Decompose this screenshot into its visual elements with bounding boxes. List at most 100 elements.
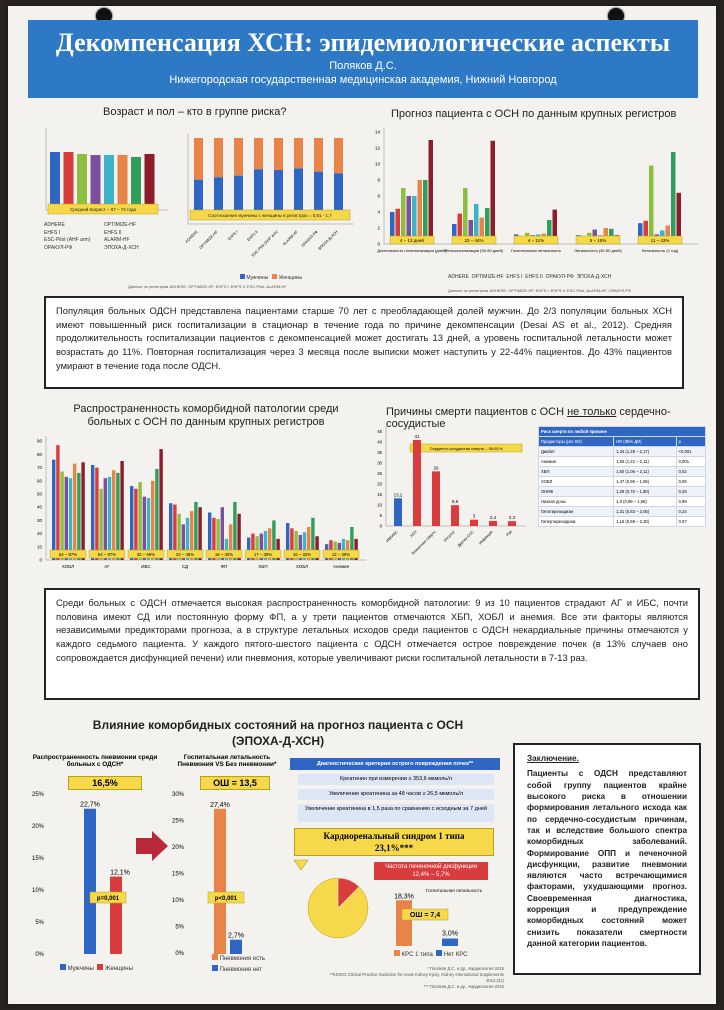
gender-bar-men <box>254 169 263 218</box>
comorbidity-bar <box>286 523 290 560</box>
legend-item: EHFS II <box>525 274 543 280</box>
comorbidity-label: 12 – 30% <box>332 552 350 557</box>
death-tick: 10 <box>377 503 382 508</box>
comorbidity-bar <box>212 517 216 560</box>
criteria-title: Диагностические критерии острого поврежд… <box>290 758 500 770</box>
comorbidity-bar <box>52 459 56 560</box>
comorbidity-bar <box>56 445 60 560</box>
mortality-tick: 30% <box>172 792 185 798</box>
prognosis-bar <box>401 188 406 244</box>
gender-label: Соотношение мужчины с женщины в регистра… <box>208 213 332 218</box>
comorbidity-bar <box>259 533 263 560</box>
comorbidity-bar <box>155 468 159 560</box>
prognosis-bar <box>406 196 411 244</box>
comorbidity-bar <box>142 496 146 560</box>
death-xlabel: Инфекция <box>478 530 494 546</box>
gender-xlabel: ЭПОХА-Д-ХСН <box>317 230 339 252</box>
prognosis-xlabel: Летальность (30-90 дней) <box>574 248 622 253</box>
pneumonia-tick: 5% <box>35 920 44 926</box>
comorbidity-bar <box>159 449 163 560</box>
prognosis-bar <box>638 223 643 244</box>
gender-xlabel: OPTIMIZE-HF <box>199 229 219 249</box>
age-bar <box>90 155 101 210</box>
comorbidity-label-box <box>244 549 282 559</box>
death-tick: 40 <box>377 440 382 445</box>
death-tick: 30 <box>377 461 382 466</box>
comorbidity-bar <box>216 519 220 560</box>
age-bar <box>104 155 114 210</box>
comorbidity-label: 23 – 45% <box>176 552 194 557</box>
death-xlabel: ИМ/ИБС <box>385 530 399 544</box>
pneumonia-tick: 15% <box>32 856 45 862</box>
prognosis-label-box <box>637 235 683 245</box>
pneumonia-legend: Мужчины Женщины <box>60 964 133 972</box>
comorbidity-label-box <box>49 549 87 559</box>
mortality-tick: 20% <box>172 845 185 851</box>
prognosis-title: Прогноз пациента с ОСН по данным крупных… <box>391 108 677 120</box>
age-bar <box>131 157 141 210</box>
gender-legend: Мужчины Женщины <box>240 274 302 281</box>
comorbidity-bar <box>169 503 173 560</box>
gender-bar-women <box>234 138 243 176</box>
pneumonia-bar-men <box>84 808 96 954</box>
age-bar <box>117 155 128 210</box>
comorbidity-chart: 0 10 20 30 40 50 60 70 80 90 64 – 87% 64 – 87% 32 –… <box>37 436 366 569</box>
pie-liver-slice <box>337 877 360 909</box>
risk-table: Риск смерти по любой причине Предикторы … <box>537 426 707 527</box>
gender-xlabel: ОРАКУЛ-РФ <box>301 230 319 248</box>
prognosis-label: 22 – 44% <box>464 238 483 243</box>
comorbidity-tick: 70 <box>37 465 43 470</box>
age-legend-item: EHFS I <box>44 229 61 236</box>
prog-tick: 2 <box>377 226 380 231</box>
gender-bar-men <box>334 173 343 218</box>
mortality-bar-yes <box>214 808 226 954</box>
mortality-tick: 15% <box>172 872 185 878</box>
risk-table-title: Риск смерти по любой причине <box>538 426 706 437</box>
age-legend-2: OPTIMIZE-HF EHFS II ALARM-HF ЭПОХА-Д-ХСН <box>104 222 139 252</box>
prognosis-xlabel: Госпитальная летальность <box>511 248 561 253</box>
comorbidity-bar <box>208 512 212 560</box>
comorbidity-bar <box>268 528 272 560</box>
comorbidity-bar <box>99 488 103 560</box>
criteria-item: Креатинин при измерении ≥ 353,6 мкмоль/л <box>298 774 494 785</box>
legend-swatch <box>272 274 278 279</box>
risk-table-row: Анемия 1,60 (1,22 – 2,11) 0,001 <box>537 456 707 467</box>
comorbidity-bar <box>60 471 64 560</box>
legend-item: Женщины <box>104 966 133 972</box>
comorbidity-bar <box>190 511 194 560</box>
gender-bar-women <box>294 138 303 169</box>
gender-bar-women <box>254 138 263 170</box>
or2-label: ОШ = 7,4 <box>410 912 440 919</box>
cardiorenal-pie <box>293 859 369 939</box>
death-tick: 5 <box>380 513 383 518</box>
risk-table-row: Диабет 1,34 (1,28 – 2,17) <0,001 <box>537 446 707 457</box>
death-bar <box>470 519 478 526</box>
death-bar <box>394 498 402 526</box>
comorbidity-bar <box>81 462 85 560</box>
poster-title: Декомпенсация ХСН: эпидемиологические ас… <box>55 28 671 57</box>
gender-bar-men <box>234 175 243 218</box>
criteria-item: Увеличение креатинина в 1,5 раза по срав… <box>298 804 494 822</box>
legend-item: ЭПОХА-Д-ХСН <box>576 274 612 280</box>
legend-item: Пневмония нет <box>219 966 262 973</box>
comorbidity-tick: 40 <box>37 505 43 510</box>
criteria-item: Увеличение креатинина за 48 часов ≥ 26,5… <box>298 789 494 800</box>
prog-tick: 8 <box>377 178 380 183</box>
impact-subtitle: (ЭПОХА-Д-ХСН) <box>231 734 325 748</box>
age-bar <box>77 154 87 210</box>
gender-bar-women <box>334 138 343 174</box>
mortality-chart: 30% 25% 20% 15% 10% 5% 0% 27,4% 2,7% p<0,001 <box>172 792 245 957</box>
gender-bar-men <box>314 171 323 218</box>
death-bar <box>413 439 421 526</box>
comorbidity-bar <box>354 538 358 560</box>
age-gender-title: Возраст и пол – кто в группе риска? <box>103 106 287 118</box>
comorbidity-xlabel: ХОБЛ <box>62 564 74 569</box>
legend-swatch <box>97 964 104 970</box>
comorbidity-tick: 60 <box>37 478 43 483</box>
gender-bar-men <box>274 170 283 218</box>
comorbidity-label-box <box>88 549 126 559</box>
comorbidity-bar <box>298 534 302 560</box>
poster: Декомпенсация ХСН: эпидемиологические ас… <box>8 6 716 1004</box>
age-bar <box>63 152 74 210</box>
death-value: 2,4 <box>490 515 497 520</box>
